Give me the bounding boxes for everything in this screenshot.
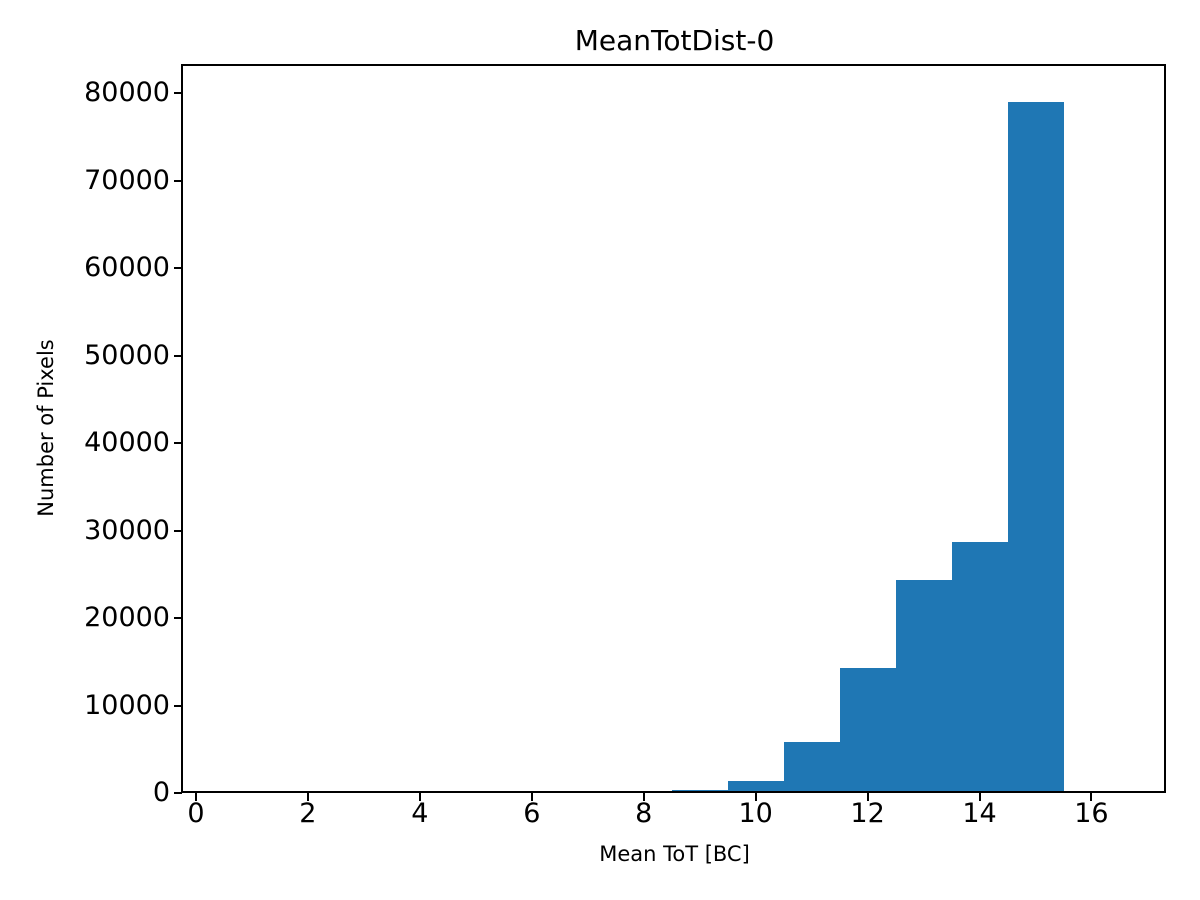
- x-tick-mark: [978, 793, 981, 801]
- x-tick-mark: [306, 793, 309, 801]
- histogram-bar: [951, 542, 1008, 793]
- histogram-bar: [895, 580, 952, 793]
- y-tick-mark: [174, 792, 182, 794]
- y-tick-mark: [174, 267, 182, 269]
- y-tick-label: 60000: [84, 252, 170, 283]
- x-axis-label: Mean ToT [BC]: [599, 842, 750, 866]
- histogram-bar: [1007, 101, 1064, 794]
- y-tick-label: 10000: [84, 689, 170, 721]
- x-tick-label: 14: [962, 798, 997, 829]
- x-tick-mark: [530, 793, 533, 801]
- y-tick-mark: [174, 704, 182, 707]
- histogram-bar: [671, 789, 728, 793]
- y-tick-mark: [174, 529, 182, 532]
- histogram-bar: [783, 742, 840, 794]
- y-tick-mark: [174, 179, 182, 182]
- y-axis-label: Number of Pixels: [34, 339, 58, 517]
- y-tick-mark: [174, 92, 182, 94]
- y-tick-label: 40000: [84, 427, 170, 458]
- y-tick-label: 30000: [84, 514, 170, 546]
- x-tick-mark: [642, 793, 645, 801]
- x-tick-label: 8: [635, 798, 653, 829]
- x-tick-mark: [866, 793, 869, 801]
- x-tick-label: 12: [850, 798, 885, 829]
- x-tick-mark: [754, 793, 757, 801]
- y-tick-mark: [174, 617, 182, 619]
- x-tick-label: 16: [1074, 798, 1109, 829]
- y-tick-label: 20000: [84, 602, 170, 633]
- x-tick-label: 4: [411, 798, 429, 829]
- x-tick-mark: [418, 793, 421, 801]
- y-tick-label: 50000: [84, 339, 170, 371]
- y-tick-label: 80000: [84, 77, 170, 108]
- y-tick-mark: [174, 442, 182, 444]
- histogram-bar: [727, 780, 784, 793]
- x-tick-label: 6: [523, 798, 541, 829]
- x-tick-label: 2: [299, 798, 317, 829]
- x-tick-mark: [1090, 793, 1093, 801]
- chart-title: MeanTotDist-0: [574, 24, 775, 57]
- y-tick-label: 0: [152, 777, 170, 808]
- y-tick-label: 70000: [84, 164, 170, 196]
- x-tick-mark: [195, 793, 197, 801]
- histogram-bar: [839, 668, 896, 793]
- y-tick-mark: [174, 354, 182, 357]
- x-tick-label: 10: [738, 798, 773, 829]
- x-tick-label: 0: [187, 798, 205, 829]
